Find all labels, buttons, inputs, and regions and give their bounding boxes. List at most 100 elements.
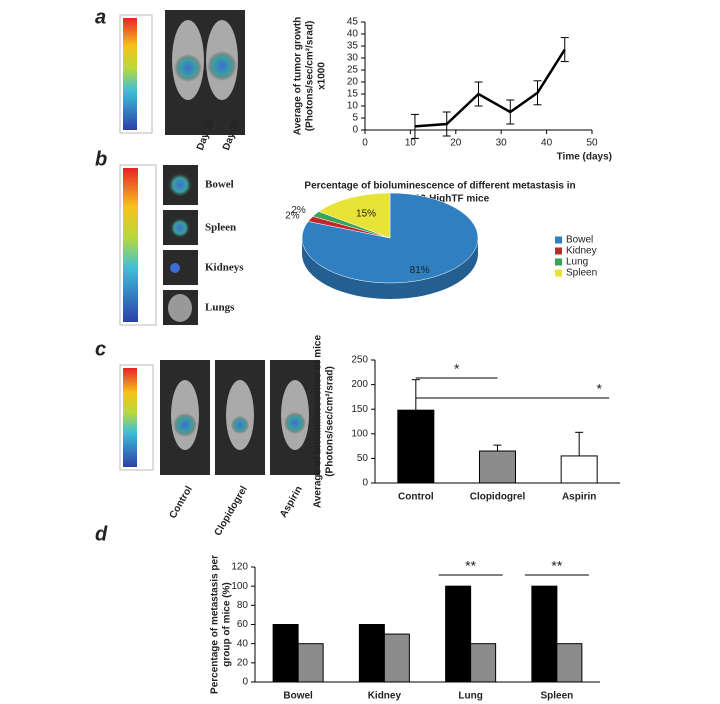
x-tick-label: 10 xyxy=(405,138,417,149)
value-label: 2% xyxy=(291,205,306,216)
y-tick-label: 0 xyxy=(242,677,248,688)
image-label: Kidneys xyxy=(205,262,244,274)
y-axis-label: Average of bioluminescence of mice xyxy=(313,335,324,508)
signal xyxy=(170,218,190,238)
y-tick-label: 20 xyxy=(237,657,249,668)
x-tick-label: 30 xyxy=(496,138,508,149)
bar xyxy=(556,643,583,683)
signal xyxy=(231,416,249,434)
bar xyxy=(479,450,516,484)
significance-label: * xyxy=(454,361,460,377)
x-tick-label: Control xyxy=(398,492,434,503)
bar xyxy=(445,585,472,683)
y-tick-label: 80 xyxy=(237,600,249,611)
significance-label: * xyxy=(596,381,602,397)
y-tick-label: 200 xyxy=(351,379,368,390)
colorbar xyxy=(123,168,138,322)
bar xyxy=(272,624,299,683)
significance-label: ** xyxy=(551,558,562,574)
chart-title: Panc02-HighTF mice xyxy=(391,194,490,205)
x-tick-label: 20 xyxy=(450,138,462,149)
signal xyxy=(168,173,192,197)
bar xyxy=(397,409,435,484)
significance-label: ** xyxy=(465,558,476,574)
legend-swatch xyxy=(555,236,562,244)
y-tick-label: 30 xyxy=(347,53,359,64)
signal xyxy=(207,51,237,81)
pie-slice xyxy=(318,192,391,239)
legend-swatch xyxy=(555,258,562,266)
value-label: 2% xyxy=(285,211,300,222)
organ xyxy=(168,294,192,322)
signal xyxy=(174,54,202,82)
value-label: 81% xyxy=(410,265,430,276)
bar xyxy=(560,455,598,484)
y-tick-label: 250 xyxy=(351,355,368,366)
y-tick-label: 40 xyxy=(347,29,359,40)
y-axis-label: (Photons/sec/cm²/srad) xyxy=(305,21,316,132)
legend-label: Kidney xyxy=(566,246,597,257)
y-tick-label: 50 xyxy=(357,453,369,464)
x-tick-label: 50 xyxy=(586,138,598,149)
panel-letter: d xyxy=(95,523,108,545)
y-tick-label: 100 xyxy=(231,581,248,592)
y-tick-label: 20 xyxy=(347,77,359,88)
bar xyxy=(297,643,324,683)
legend-swatch xyxy=(555,269,562,277)
image-label: Bowel xyxy=(205,179,234,191)
x-tick-label: Bowel xyxy=(283,691,313,702)
value-label: 15% xyxy=(356,209,376,220)
legend-label: Spleen xyxy=(566,268,597,279)
y-tick-label: 10 xyxy=(347,101,359,112)
panel-letter: c xyxy=(95,338,106,360)
y-tick-label: 100 xyxy=(351,428,368,439)
x-tick-label: Spleen xyxy=(540,691,573,702)
x-tick-label: Kidney xyxy=(368,691,402,702)
y-axis-label: x1000 xyxy=(317,62,328,90)
chart-title: Percentage of bioluminescence of differe… xyxy=(304,181,575,192)
y-tick-label: 45 xyxy=(347,17,359,28)
y-tick-label: 25 xyxy=(347,65,359,76)
legend-swatch xyxy=(555,247,562,255)
y-axis-label: Average of tumor growth xyxy=(293,17,304,136)
x-axis-label: Time (days) xyxy=(557,152,612,163)
y-axis-label: Percentage of metastasis per xyxy=(210,555,221,694)
legend-label: Lung xyxy=(566,257,588,268)
image-label: Control xyxy=(168,484,195,520)
image-label: Aspirin xyxy=(278,484,305,519)
image-label: Lungs xyxy=(205,302,235,314)
panel-letter: a xyxy=(95,6,106,28)
signal xyxy=(170,263,180,273)
y-tick-label: 0 xyxy=(362,478,368,489)
bar xyxy=(358,624,385,683)
x-tick-label: Clopidogrel xyxy=(470,492,526,503)
y-tick-label: 40 xyxy=(237,638,249,649)
y-tick-label: 15 xyxy=(347,89,359,100)
x-tick-label: Lung xyxy=(458,691,482,702)
signal xyxy=(284,412,306,434)
colorbar xyxy=(123,368,137,467)
y-tick-label: 120 xyxy=(231,562,248,573)
organ-image xyxy=(163,250,198,285)
x-tick-label: 40 xyxy=(541,138,553,149)
y-axis-label: group of mice (%) xyxy=(222,582,233,666)
y-tick-label: 0 xyxy=(352,125,358,136)
legend-label: Bowel xyxy=(566,235,593,246)
y-tick-label: 150 xyxy=(351,404,368,415)
x-tick-label: 0 xyxy=(362,138,368,149)
colorbar xyxy=(123,18,137,130)
image-label: Clopidogrel xyxy=(213,484,250,538)
pie-side xyxy=(302,238,478,299)
x-tick-label: Aspirin xyxy=(562,492,596,503)
y-tick-label: 5 xyxy=(352,113,358,124)
bar xyxy=(383,633,410,683)
panel-letter: b xyxy=(95,148,107,170)
data-line xyxy=(414,48,566,128)
mouse xyxy=(226,380,254,450)
bar xyxy=(470,643,497,683)
y-tick-label: 35 xyxy=(347,41,359,52)
bar xyxy=(531,585,558,683)
y-axis-label: (Photons/sec/cm²/srad) xyxy=(325,366,336,477)
